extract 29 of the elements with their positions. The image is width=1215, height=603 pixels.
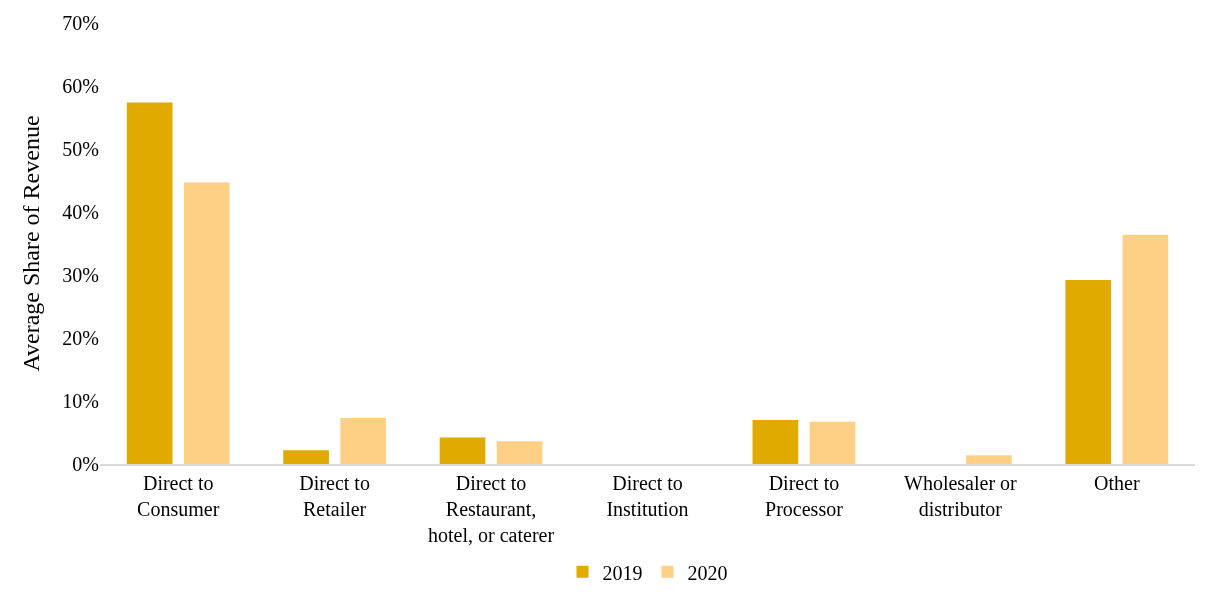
x-tick-label: Direct to Institution — [606, 472, 689, 520]
y-tick-label: 70% — [62, 12, 99, 34]
x-tick-label: Other — [1094, 472, 1140, 494]
y-tick-label: 10% — [62, 390, 99, 412]
bar — [1065, 280, 1112, 464]
legend-label: 2020 — [687, 561, 728, 584]
x-tick-label: Direct to Processor — [765, 472, 844, 520]
bar — [496, 441, 543, 464]
legend-label: 2019 — [602, 561, 643, 584]
bar — [439, 437, 486, 464]
y-tick-label: 30% — [62, 264, 99, 286]
y-axis-title: Average Share of Revenue — [18, 115, 45, 372]
bar — [126, 102, 173, 464]
y-tick-label: 0% — [72, 453, 99, 475]
y-tick-label: 20% — [62, 327, 99, 349]
y-tick-label: 60% — [62, 75, 99, 97]
x-tick-label: Direct to Consumer — [137, 472, 220, 520]
bar — [1122, 234, 1169, 464]
y-tick-label: 40% — [62, 201, 99, 223]
bar — [752, 419, 799, 464]
y-tick-label: 50% — [62, 138, 99, 160]
bar — [283, 450, 329, 464]
x-tick-label: Direct to Restaurant, hotel, or caterer — [428, 472, 555, 546]
x-tick-label: Direct to Retailer — [299, 472, 370, 520]
bar — [966, 455, 1012, 464]
x-tick-label: Wholesaler or distributor — [903, 472, 1018, 520]
bar — [183, 182, 230, 464]
bar — [340, 418, 387, 464]
bar — [809, 421, 856, 464]
